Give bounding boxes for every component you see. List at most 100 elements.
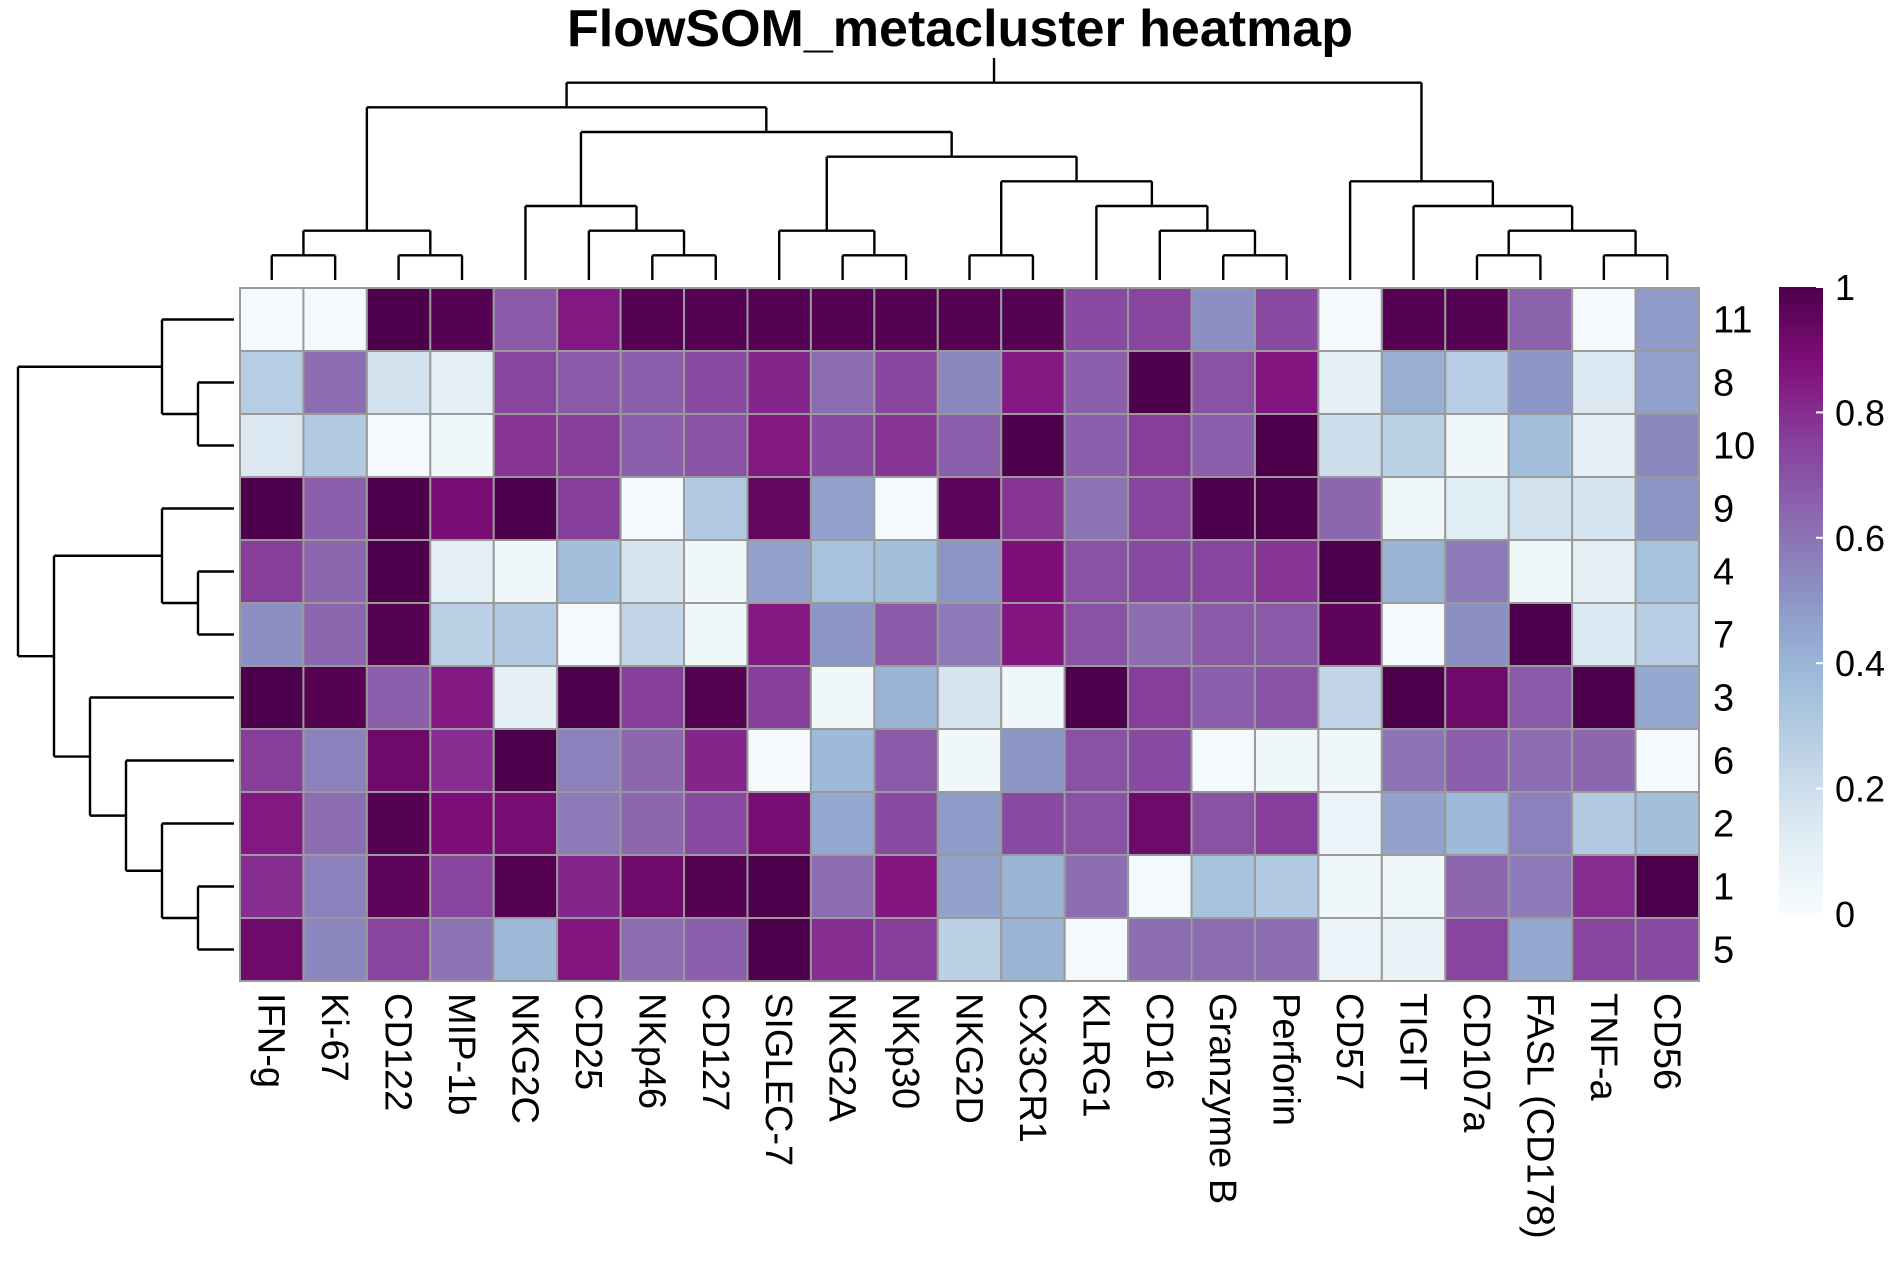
cell-5-siglec-7 bbox=[747, 918, 810, 981]
chart-title: FlowSOM_metacluster heatmap bbox=[567, 0, 1353, 58]
cell-9-ifn-g bbox=[240, 477, 303, 540]
cell-2-tnf-a bbox=[1572, 792, 1635, 855]
cell-7-cd122 bbox=[367, 603, 430, 666]
cell-3-siglec-7 bbox=[747, 666, 810, 729]
cell-4-cd122 bbox=[367, 540, 430, 603]
cell-6-cd25 bbox=[557, 729, 620, 792]
cell-7-cx3cr1 bbox=[1001, 603, 1064, 666]
cell-10-klrg1 bbox=[1065, 414, 1128, 477]
cell-6-nkg2d bbox=[938, 729, 1001, 792]
cell-5-ifn-g bbox=[240, 918, 303, 981]
cell-11-cd16 bbox=[1128, 288, 1191, 351]
column-label-cx3cr1: CX3CR1 bbox=[1011, 993, 1053, 1143]
column-label-perforin: Perforin bbox=[1265, 993, 1307, 1126]
cell-3-cd107a bbox=[1445, 666, 1508, 729]
cell-9-cd56 bbox=[1636, 477, 1699, 540]
cell-5-cd56 bbox=[1636, 918, 1699, 981]
cell-11-cd127 bbox=[684, 288, 747, 351]
row-label-9: 9 bbox=[1713, 489, 1734, 531]
cell-3-granzyme-b bbox=[1192, 666, 1255, 729]
cell-4-siglec-7 bbox=[747, 540, 810, 603]
cell-5-nkg2a bbox=[811, 918, 874, 981]
row-dendrogram-merge-3 bbox=[198, 572, 234, 635]
column-dendrogram-merge-18 bbox=[1604, 255, 1667, 280]
column-label-siglec-7: SIGLEC-7 bbox=[757, 993, 799, 1166]
cell-1-fasl-cd178 bbox=[1509, 855, 1572, 918]
row-dendrogram-merge-5 bbox=[198, 887, 234, 950]
cell-11-nkg2c bbox=[494, 288, 557, 351]
cell-1-cd107a bbox=[1445, 855, 1508, 918]
row-label-1: 1 bbox=[1713, 867, 1734, 909]
column-label-cd56: CD56 bbox=[1645, 993, 1687, 1090]
cell-7-siglec-7 bbox=[747, 603, 810, 666]
cell-8-granzyme-b bbox=[1192, 351, 1255, 414]
cell-11-cd57 bbox=[1318, 288, 1381, 351]
cell-7-ki-67 bbox=[303, 603, 366, 666]
cell-4-cd57 bbox=[1318, 540, 1381, 603]
cell-9-tigit bbox=[1382, 477, 1445, 540]
column-label-nkg2a: NKG2A bbox=[821, 993, 863, 1122]
legend-tick-0-6: 0.6 bbox=[1835, 518, 1885, 559]
cell-9-nkg2a bbox=[811, 477, 874, 540]
column-label-mip-1b: MIP-1b bbox=[440, 993, 482, 1115]
cell-4-nkp30 bbox=[874, 540, 937, 603]
cell-6-cd16 bbox=[1128, 729, 1191, 792]
cell-7-cd107a bbox=[1445, 603, 1508, 666]
column-dendrogram-merge-17 bbox=[1477, 255, 1540, 280]
cell-4-perforin bbox=[1255, 540, 1318, 603]
cell-5-nkp30 bbox=[874, 918, 937, 981]
cell-10-nkp46 bbox=[621, 414, 684, 477]
cell-2-ki-67 bbox=[303, 792, 366, 855]
cell-2-cx3cr1 bbox=[1001, 792, 1064, 855]
row-dendrogram-merge-10 bbox=[18, 367, 162, 656]
cell-11-fasl-cd178 bbox=[1509, 288, 1572, 351]
column-label-ki-67: Ki-67 bbox=[313, 993, 355, 1082]
cell-7-cd127 bbox=[684, 603, 747, 666]
cell-2-cd57 bbox=[1318, 792, 1381, 855]
cell-7-cd57 bbox=[1318, 603, 1381, 666]
cell-3-mip-1b bbox=[430, 666, 493, 729]
cell-6-siglec-7 bbox=[747, 729, 810, 792]
cell-7-nkg2c bbox=[494, 603, 557, 666]
cell-8-cd127 bbox=[684, 351, 747, 414]
column-labels: IFN-g Ki-67 CD122 MIP-1b NKG2C CD25 NKp46 CD127… bbox=[250, 993, 1688, 1239]
cell-9-fasl-cd178 bbox=[1509, 477, 1572, 540]
cell-8-siglec-7 bbox=[747, 351, 810, 414]
column-label-nkg2d: NKG2D bbox=[948, 993, 990, 1124]
column-dendrogram-merge-10 bbox=[1223, 255, 1286, 280]
cell-4-nkp46 bbox=[621, 540, 684, 603]
cell-9-tnf-a bbox=[1572, 477, 1635, 540]
column-dendrogram-merge-14 bbox=[827, 157, 1077, 231]
cell-2-cd122 bbox=[367, 792, 430, 855]
cell-7-cd25 bbox=[557, 603, 620, 666]
cell-1-nkg2d bbox=[938, 855, 1001, 918]
legend-color-bar bbox=[1779, 287, 1823, 914]
cell-2-cd107a bbox=[1445, 792, 1508, 855]
cell-11-ifn-g bbox=[240, 288, 303, 351]
cell-1-cd16 bbox=[1128, 855, 1191, 918]
cell-5-fasl-cd178 bbox=[1509, 918, 1572, 981]
cell-4-ki-67 bbox=[303, 540, 366, 603]
cell-11-cd56 bbox=[1636, 288, 1699, 351]
cell-10-cd25 bbox=[557, 414, 620, 477]
cell-8-nkp30 bbox=[874, 351, 937, 414]
cell-7-klrg1 bbox=[1065, 603, 1128, 666]
cell-8-cd107a bbox=[1445, 351, 1508, 414]
column-dendrogram-merge-20 bbox=[1414, 206, 1573, 280]
cell-7-nkp30 bbox=[874, 603, 937, 666]
cell-3-nkg2d bbox=[938, 666, 1001, 729]
cell-1-tnf-a bbox=[1572, 855, 1635, 918]
cell-1-ki-67 bbox=[303, 855, 366, 918]
cell-9-ki-67 bbox=[303, 477, 366, 540]
column-dendrogram-merge-1 bbox=[272, 255, 335, 280]
row-label-8: 8 bbox=[1713, 363, 1734, 405]
cell-2-nkg2c bbox=[494, 792, 557, 855]
cell-3-ifn-g bbox=[240, 666, 303, 729]
cell-4-nkg2a bbox=[811, 540, 874, 603]
cell-3-cd57 bbox=[1318, 666, 1381, 729]
cell-5-granzyme-b bbox=[1192, 918, 1255, 981]
cell-5-ki-67 bbox=[303, 918, 366, 981]
cell-11-granzyme-b bbox=[1192, 288, 1255, 351]
legend-tick-0-2: 0.2 bbox=[1835, 769, 1885, 810]
